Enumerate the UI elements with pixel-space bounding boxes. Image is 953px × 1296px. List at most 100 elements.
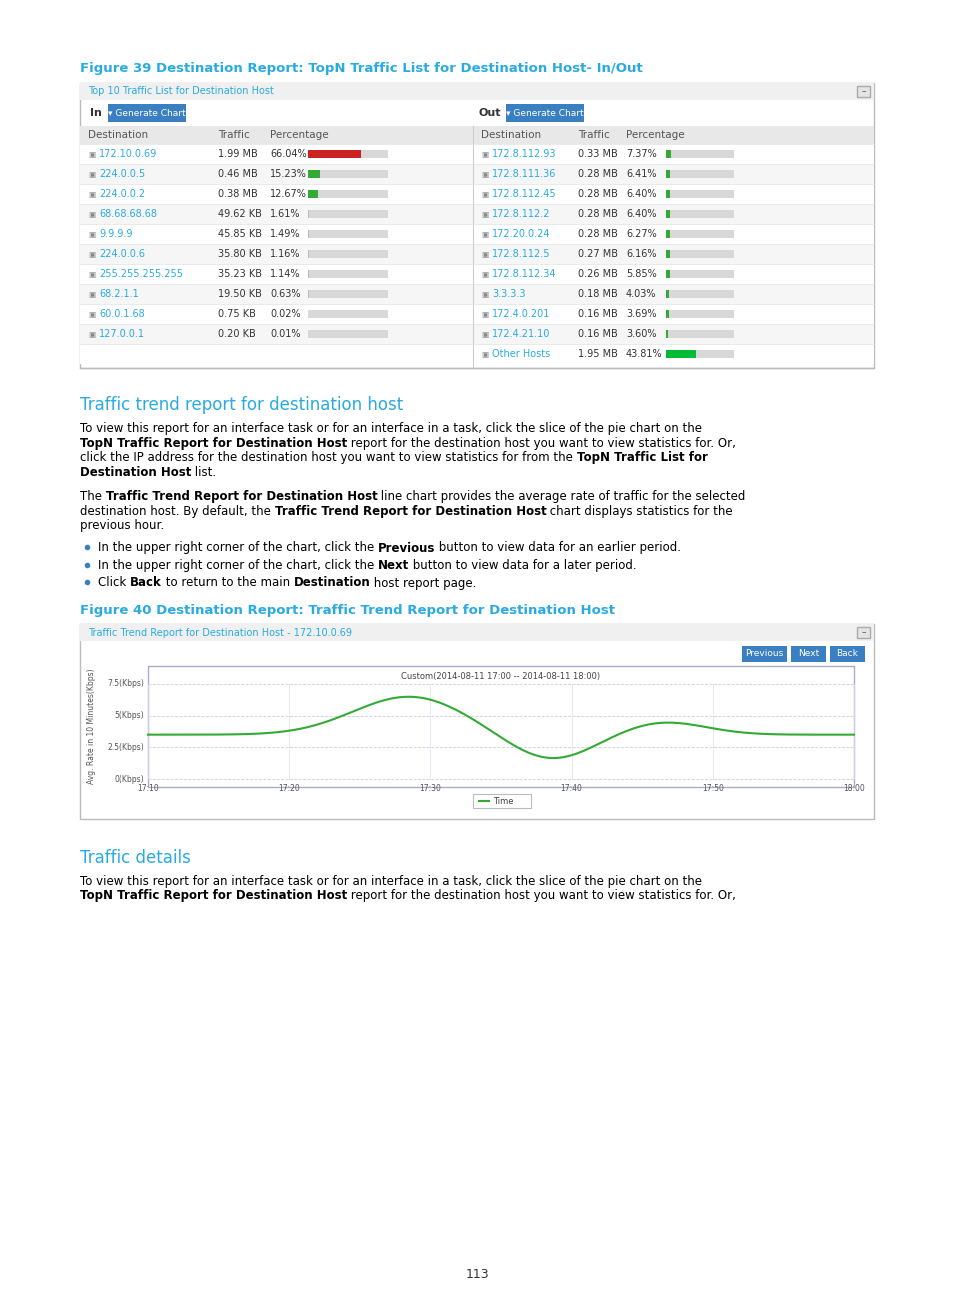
Bar xyxy=(308,210,309,218)
Bar xyxy=(80,305,873,324)
Text: 1.95 MB: 1.95 MB xyxy=(578,349,618,359)
Bar xyxy=(308,229,388,238)
Text: TopN Traffic List for: TopN Traffic List for xyxy=(576,451,707,464)
Text: 6.41%: 6.41% xyxy=(625,168,656,179)
Text: ▣: ▣ xyxy=(480,250,488,258)
Text: 6.27%: 6.27% xyxy=(625,229,656,238)
Bar xyxy=(665,191,733,198)
Text: To view this report for an interface task or for an interface in a task, click t: To view this report for an interface tas… xyxy=(80,422,701,435)
Text: ▣: ▣ xyxy=(88,149,95,158)
Bar xyxy=(80,83,873,368)
Text: ▣: ▣ xyxy=(88,270,95,279)
Bar xyxy=(80,224,873,244)
Text: 172.4.21.10: 172.4.21.10 xyxy=(492,329,550,340)
Text: 172.8.112.2: 172.8.112.2 xyxy=(492,209,550,219)
Bar xyxy=(665,150,733,158)
Text: Next: Next xyxy=(797,649,819,658)
Bar xyxy=(308,270,388,279)
Text: 0.28 MB: 0.28 MB xyxy=(578,229,618,238)
Text: 68.68.68.68: 68.68.68.68 xyxy=(99,209,157,219)
Text: 172.8.112.5: 172.8.112.5 xyxy=(492,249,550,259)
Text: –: – xyxy=(861,629,864,638)
Bar xyxy=(80,144,873,165)
Bar xyxy=(665,350,695,358)
Bar xyxy=(308,170,320,178)
Text: Previous: Previous xyxy=(744,649,782,658)
Text: 17:20: 17:20 xyxy=(278,784,300,793)
Text: Previous: Previous xyxy=(377,542,435,555)
Bar xyxy=(829,645,864,662)
Text: Custom(2014-08-11 17:00 -- 2014-08-11 18:00): Custom(2014-08-11 17:00 -- 2014-08-11 18… xyxy=(401,673,600,680)
Text: host report page.: host report page. xyxy=(370,577,476,590)
Text: 3.60%: 3.60% xyxy=(625,329,656,340)
Text: ▣: ▣ xyxy=(480,210,488,219)
Text: 1.14%: 1.14% xyxy=(270,270,300,279)
Text: 0.28 MB: 0.28 MB xyxy=(578,189,618,200)
Bar xyxy=(308,191,388,198)
Bar xyxy=(665,310,668,318)
Text: 6.40%: 6.40% xyxy=(625,189,656,200)
Text: Figure 39 Destination Report: TopN Traffic List for Destination Host- In/Out: Figure 39 Destination Report: TopN Traff… xyxy=(80,62,642,75)
Text: –: – xyxy=(861,87,864,96)
Bar xyxy=(80,184,873,203)
Text: ▣: ▣ xyxy=(88,250,95,258)
Bar xyxy=(665,270,733,279)
Bar xyxy=(665,350,733,358)
Text: Next: Next xyxy=(377,559,409,572)
Bar xyxy=(80,83,873,100)
Bar xyxy=(80,165,873,184)
Text: ▣: ▣ xyxy=(480,350,488,359)
Text: TopN Traffic Report for Destination Host: TopN Traffic Report for Destination Host xyxy=(80,889,347,902)
Text: report for the destination host you want to view statistics for. Or,: report for the destination host you want… xyxy=(347,889,736,902)
Text: 172.4.0.201: 172.4.0.201 xyxy=(492,308,550,319)
Text: 0.63%: 0.63% xyxy=(270,289,300,299)
Text: 43.81%: 43.81% xyxy=(625,349,662,359)
Text: Traffic trend report for destination host: Traffic trend report for destination hos… xyxy=(80,397,403,413)
Text: Destination Host: Destination Host xyxy=(80,465,192,478)
Text: Top 10 Traffic List for Destination Host: Top 10 Traffic List for Destination Host xyxy=(88,87,274,96)
Text: 15.23%: 15.23% xyxy=(270,168,307,179)
Text: ▣: ▣ xyxy=(88,289,95,298)
Bar xyxy=(665,270,669,279)
Text: 172.20.0.24: 172.20.0.24 xyxy=(492,229,550,238)
Text: Avg. Rate in 10 Minutes(Kbps): Avg. Rate in 10 Minutes(Kbps) xyxy=(88,669,96,784)
Bar xyxy=(665,229,733,238)
Text: Traffic Trend Report for Destination Host: Traffic Trend Report for Destination Hos… xyxy=(274,504,546,517)
Text: Other Hosts: Other Hosts xyxy=(492,349,550,359)
Text: TopN Traffic Report for Destination Host: TopN Traffic Report for Destination Host xyxy=(80,437,347,450)
Text: ▾ Generate Chart: ▾ Generate Chart xyxy=(506,109,583,118)
Text: 224.0.0.5: 224.0.0.5 xyxy=(99,168,145,179)
Text: 19.50 KB: 19.50 KB xyxy=(218,289,262,299)
Text: 17:30: 17:30 xyxy=(419,784,441,793)
Text: 0.02%: 0.02% xyxy=(270,308,300,319)
Text: 0.75 KB: 0.75 KB xyxy=(218,308,255,319)
Bar xyxy=(473,794,531,807)
Text: 18:00: 18:00 xyxy=(842,784,864,793)
Text: 224.0.0.2: 224.0.0.2 xyxy=(99,189,145,200)
Text: Traffic: Traffic xyxy=(218,130,250,140)
Text: ▣: ▣ xyxy=(480,149,488,158)
Text: 255.255.255.255: 255.255.255.255 xyxy=(99,270,183,279)
Text: Traffic: Traffic xyxy=(578,130,609,140)
Text: 6.40%: 6.40% xyxy=(625,209,656,219)
Bar xyxy=(80,203,873,224)
Bar xyxy=(665,150,670,158)
Text: Time: Time xyxy=(493,797,513,806)
Text: 66.04%: 66.04% xyxy=(270,149,306,159)
Text: The: The xyxy=(80,490,106,503)
Text: In the upper right corner of the chart, click the: In the upper right corner of the chart, … xyxy=(98,559,377,572)
Text: ▣: ▣ xyxy=(480,289,488,298)
Text: chart displays statistics for the: chart displays statistics for the xyxy=(546,504,732,517)
Text: line chart provides the average rate of traffic for the selected: line chart provides the average rate of … xyxy=(377,490,745,503)
Text: 113: 113 xyxy=(465,1267,488,1280)
Text: ▣: ▣ xyxy=(88,210,95,219)
Text: 0.16 MB: 0.16 MB xyxy=(578,308,618,319)
Text: Percentage: Percentage xyxy=(270,130,328,140)
Bar xyxy=(665,170,670,178)
Text: Destination: Destination xyxy=(294,577,370,590)
Text: 172.8.112.45: 172.8.112.45 xyxy=(492,189,556,200)
Text: 0.20 KB: 0.20 KB xyxy=(218,329,255,340)
Bar xyxy=(308,170,388,178)
Text: 0.28 MB: 0.28 MB xyxy=(578,168,618,179)
Text: 9.9.9.9: 9.9.9.9 xyxy=(99,229,132,238)
